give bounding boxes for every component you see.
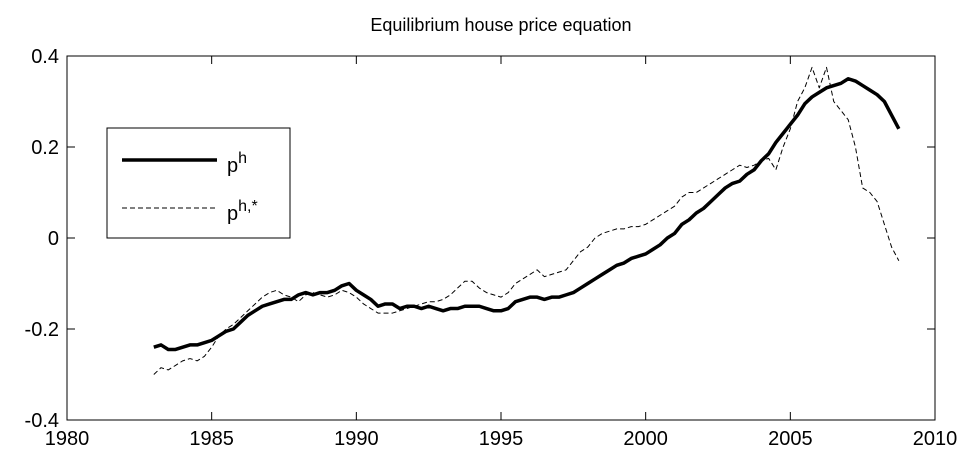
y-tick-label: 0 xyxy=(48,228,59,250)
x-tick-label: 1990 xyxy=(334,428,379,450)
y-tick-label: -0.4 xyxy=(25,410,59,432)
x-tick-label: 1980 xyxy=(45,428,90,450)
legend-label: ph,* xyxy=(227,198,258,225)
legend-box xyxy=(106,127,291,239)
y-tick-label: -0.2 xyxy=(25,319,59,341)
x-tick-label: 2005 xyxy=(768,428,813,450)
x-tick-label: 1985 xyxy=(189,428,234,450)
y-tick-label: 0.4 xyxy=(31,46,59,68)
legend-label: ph xyxy=(227,150,247,177)
x-tick-label: 2010 xyxy=(913,428,958,450)
y-tick-label: 0.2 xyxy=(31,137,59,159)
x-tick-label: 2000 xyxy=(623,428,668,450)
line-series xyxy=(153,66,900,375)
line-series xyxy=(153,77,901,352)
x-tick-label: 1995 xyxy=(479,428,524,450)
chart-title: Equilibrium house price equation xyxy=(370,15,631,35)
